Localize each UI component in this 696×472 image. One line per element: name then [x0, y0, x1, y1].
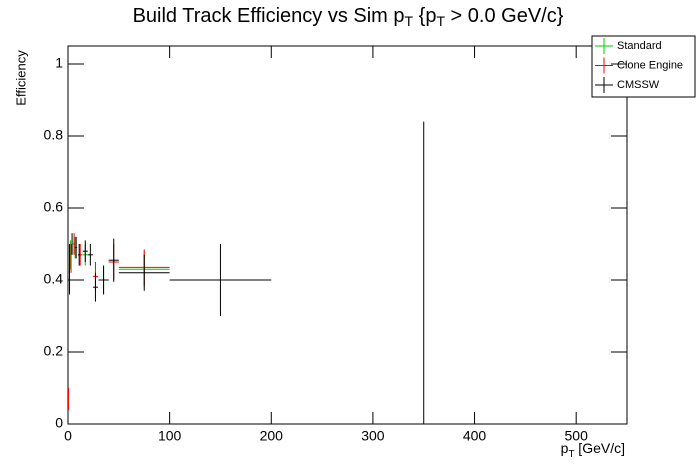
subscript: T	[405, 13, 414, 29]
text-part: Build Track Efficiency vs Sim p	[133, 5, 405, 27]
y-tick-label: 0.6	[44, 199, 64, 215]
x-tick-label: 100	[158, 428, 182, 444]
legend-label: CMSSW	[617, 79, 660, 91]
text-part: [GeV/c]	[574, 440, 625, 456]
legend-label: Clone Engine	[617, 59, 683, 71]
text-part: p	[561, 440, 569, 456]
legend-label: Standard	[617, 40, 662, 52]
x-tick-label: 200	[260, 428, 284, 444]
y-tick-label: 0	[55, 415, 63, 431]
y-axis-label: Efficiency	[13, 50, 28, 106]
chart-title: Build Track Efficiency vs Sim pT {pT > 0…	[133, 5, 564, 28]
y-tick-label: 0.8	[44, 127, 64, 143]
x-tick-label: 400	[463, 428, 487, 444]
x-tick-label: 500	[565, 428, 589, 444]
text-part: {p	[413, 5, 436, 27]
y-tick-label: 0.2	[44, 343, 64, 359]
subscript: T	[436, 13, 445, 29]
x-tick-label: 0	[64, 428, 72, 444]
text-part: > 0.0 GeV/c}	[445, 5, 564, 27]
legend	[591, 35, 696, 98]
x-axis-label: pT [GeV/c]	[561, 440, 625, 460]
x-tick-label: 300	[361, 428, 385, 444]
y-tick-label: 1	[55, 55, 63, 71]
plot-frame	[67, 45, 628, 425]
y-tick-label: 0.4	[44, 271, 64, 287]
subscript: T	[568, 449, 574, 460]
